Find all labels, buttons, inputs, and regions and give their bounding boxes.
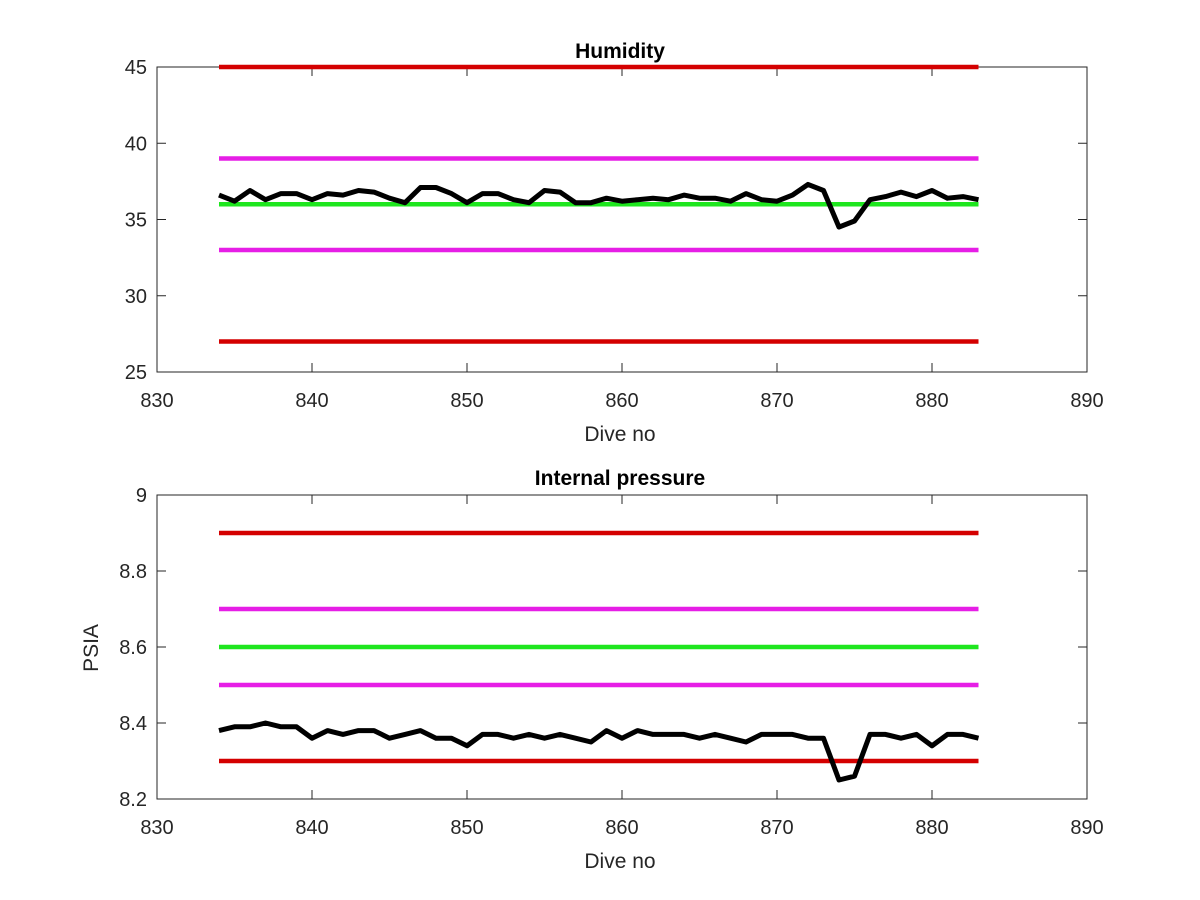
pressure-ytick-label: 8.6 <box>119 637 147 659</box>
pressure-data-line <box>218 720 980 783</box>
humidity-subplot: Humidity Dive no 830 840 850 860 870 880 890 25… <box>125 40 1104 446</box>
pressure-xtick-label: 830 <box>140 817 173 839</box>
humidity-xtick-label: 860 <box>605 390 638 412</box>
pressure-ytick-label: 8.2 <box>119 789 147 811</box>
pressure-xtick-label: 850 <box>450 817 483 839</box>
humidity-xtick-label: 840 <box>295 390 328 412</box>
pressure-ytick-label: 8.8 <box>119 561 147 583</box>
humidity-title: Humidity <box>575 40 665 63</box>
pressure-xlabel: Dive no <box>584 850 655 873</box>
humidity-ytick-label: 40 <box>125 133 147 155</box>
pressure-xtick-label: 840 <box>295 817 328 839</box>
pressure-ylabel: PSIA <box>80 624 103 672</box>
pressure-ytick-label: 8.4 <box>119 713 147 735</box>
pressure-xtick-label: 860 <box>605 817 638 839</box>
humidity-ytick-label: 35 <box>125 210 147 232</box>
pressure-title: Internal pressure <box>535 467 705 490</box>
pressure-xtick-label: 890 <box>1070 817 1103 839</box>
pressure-xtick-label: 880 <box>915 817 948 839</box>
humidity-ytick-label: 30 <box>125 286 147 308</box>
pressure-xtick-label: 870 <box>760 817 793 839</box>
humidity-ytick-label: 45 <box>125 57 147 79</box>
pressure-ytick-label: 9 <box>136 485 147 507</box>
humidity-plot-area: 830 840 850 860 870 880 890 25 30 35 40 45 <box>125 57 1104 412</box>
humidity-xtick-label: 870 <box>760 390 793 412</box>
humidity-axes-box <box>156 66 1088 373</box>
humidity-xtick-label: 850 <box>450 390 483 412</box>
pressure-subplot: Internal pressure Dive no PSIA 830 840 850… <box>80 467 1104 873</box>
pressure-plot-area: 830 840 850 860 870 880 890 8.2 8.4 8.6 8.8 9 <box>119 485 1104 839</box>
humidity-xtick-label: 880 <box>915 390 948 412</box>
humidity-data-line <box>218 181 979 230</box>
humidity-xtick-label: 890 <box>1070 390 1103 412</box>
humidity-ytick-label: 25 <box>125 362 147 384</box>
humidity-xtick-label: 830 <box>140 390 173 412</box>
humidity-xlabel: Dive no <box>584 423 655 446</box>
